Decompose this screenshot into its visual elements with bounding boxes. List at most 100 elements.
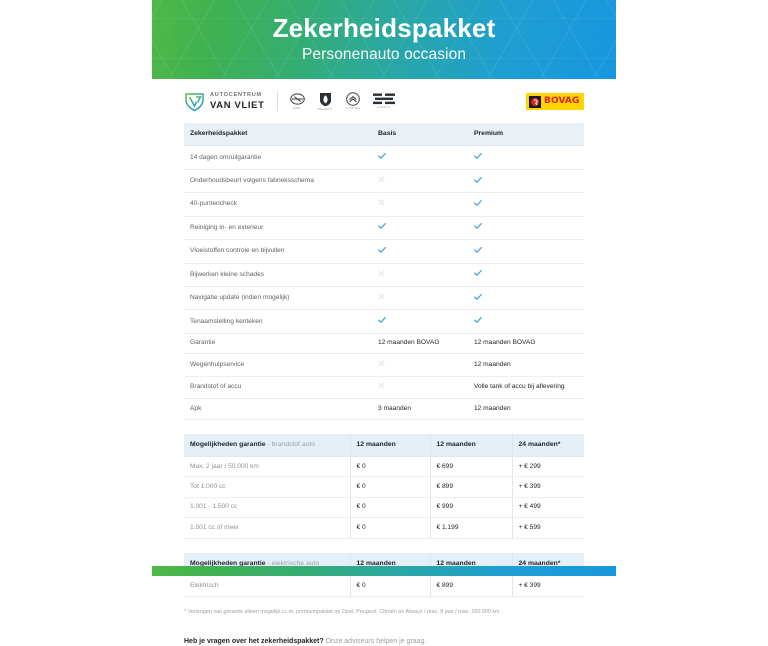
price-cell: + € 499 <box>511 497 584 519</box>
bovag-badge: BOVAG <box>526 92 584 110</box>
check-icon <box>474 152 482 160</box>
cell-premium <box>468 145 584 170</box>
table-row: Apk 3 maanden 12 maanden <box>184 398 584 420</box>
table-row: Elektrisch € 0 € 899 + € 399 <box>184 575 584 597</box>
fuel-table-body: Max. 2 jaar / 50.000 km € 0 € 699 + € 299 To… <box>184 456 584 539</box>
document-page: Zekerheidspakket Personenauto occasion <box>152 0 616 646</box>
check-icon <box>378 316 386 324</box>
always-caption: ALWAYS <box>377 106 390 109</box>
price-cell: € 0 <box>349 497 430 519</box>
price-cell: € 899 <box>429 575 512 597</box>
cross-icon <box>378 360 385 367</box>
cell-basis <box>372 239 468 264</box>
always-icon: ALWAYS <box>372 92 395 111</box>
package-table-body: 14 dagen omruilgarantie Onderhoudsbeurt v… <box>184 145 584 420</box>
col-premium: Premium <box>468 123 584 147</box>
cell-basis <box>372 376 468 400</box>
fuel-header-title: Mogelijkheden garantie - brandstof auto <box>184 433 350 458</box>
feature-label: Reiniging in- en exterieur <box>184 216 372 241</box>
opel-caption: OPEL <box>292 106 302 110</box>
row-label: Tot 1.000 cc <box>184 476 350 498</box>
price-cell: € 899 <box>429 476 512 498</box>
cell-basis <box>372 286 468 311</box>
cell-premium: 12 maanden <box>468 398 584 420</box>
page-subtitle: Personenauto occasion <box>301 46 467 64</box>
check-icon <box>378 152 386 160</box>
cta-question: Heb je vragen over het zekerheidspakket? <box>184 638 324 646</box>
price-cell: + € 399 <box>511 476 584 498</box>
bovag-mark-icon <box>529 95 541 108</box>
table-row: Vloeistoffen controle en bijvullen <box>184 239 584 264</box>
check-icon <box>474 269 482 277</box>
package-table: Zekerheidspakket Basis Premium 14 dagen … <box>184 123 584 420</box>
price-cell: € 0 <box>349 575 430 597</box>
cross-icon <box>378 382 385 389</box>
col-basis: Basis <box>372 123 468 147</box>
logo-bar: AUTOCENTRUM VAN VLIET OPEL PEUGEOT <box>152 79 616 123</box>
cta-answer: Onze adviseurs helpen je graag. <box>323 638 427 646</box>
fuel-col-3: 24 maanden* <box>511 433 584 458</box>
cell-premium <box>468 286 584 311</box>
table-row: 40-puntencheck <box>184 192 584 217</box>
table-row: Brandstof of accu Volle tank of accu bij … <box>184 376 584 400</box>
fuel-header-strong: Mogelijkheden garantie <box>190 440 266 448</box>
check-icon <box>378 246 386 254</box>
table-row: Tenaamstelling kenteken <box>184 309 584 334</box>
feature-label: Brandstof of accu <box>184 376 372 400</box>
check-icon <box>474 293 482 301</box>
table-row: Bijwerken kleine schades <box>184 263 584 288</box>
opel-icon: OPEL <box>289 92 306 111</box>
feature-label: Apk <box>184 398 372 420</box>
table-row: 14 dagen omruilgarantie <box>184 145 584 170</box>
price-cell: € 0 <box>349 476 430 498</box>
table-row: Garantie 12 maanden BOVAG 12 maanden BOVAG <box>184 333 584 355</box>
bovag-label: BOVAG <box>544 95 580 106</box>
feature-label: 14 dagen omruilgarantie <box>184 145 372 170</box>
price-cell: + € 299 <box>511 456 584 478</box>
check-icon <box>378 222 386 230</box>
dealer-logo-text: AUTOCENTRUM VAN VLIET <box>210 92 265 110</box>
cell-premium <box>468 216 584 241</box>
cell-basis <box>372 169 468 194</box>
fuel-col-2: 12 maanden <box>429 433 512 458</box>
cell-basis <box>372 145 468 170</box>
price-cell: € 1.199 <box>429 517 512 539</box>
cell-basis <box>372 192 468 217</box>
table-row: 1.501 cc of meer € 0 € 1.199 + € 599 <box>184 517 584 539</box>
van-vliet-shield-icon <box>184 91 205 112</box>
footer-gradient-bar <box>152 566 616 576</box>
price-cell: € 699 <box>429 456 512 478</box>
cell-premium <box>468 263 584 288</box>
table-row: Wegenhulpservice 12 maanden <box>184 353 584 377</box>
dealer-name-line2: VAN VLIET <box>210 98 265 110</box>
check-icon <box>474 176 482 184</box>
feature-label: Navigatie update (indien mogelijk) <box>184 286 372 311</box>
feature-label: Bijwerken kleine schades <box>184 263 372 288</box>
dealer-logo: AUTOCENTRUM VAN VLIET <box>184 91 265 112</box>
fuel-header-sub: - brandstof auto <box>267 440 316 448</box>
citroen-caption: CITROEN <box>345 107 361 110</box>
citroen-icon: CITROEN <box>345 92 362 111</box>
table-row: Tot 1.000 cc € 0 € 899 + € 399 <box>184 476 584 498</box>
price-cell: € 0 <box>349 456 430 478</box>
cell-basis <box>372 263 468 288</box>
check-icon <box>474 199 482 207</box>
cross-icon <box>378 293 385 300</box>
feature-label: 40-puntencheck <box>184 192 372 217</box>
cross-icon <box>378 176 385 183</box>
cell-premium <box>468 309 584 334</box>
price-cell: + € 399 <box>511 575 584 597</box>
footnote-text: * Verlengen van garantie alleen mogelijk… <box>184 608 502 615</box>
table-row: Navigatie update (indien mogelijk) <box>184 286 584 311</box>
fuel-warranty-table: Mogelijkheden garantie - brandstof auto … <box>184 433 584 539</box>
row-label: Max. 2 jaar / 50.000 km <box>184 456 350 478</box>
cell-premium: 12 maanden BOVAG <box>468 333 584 355</box>
cell-basis: 3 maanden <box>372 398 468 420</box>
fuel-table-header-row: Mogelijkheden garantie - brandstof auto … <box>184 433 584 458</box>
feature-label: Tenaamstelling kenteken <box>184 309 372 334</box>
hero-titles: Zekerheidspakket Personenauto occasion <box>152 0 616 79</box>
row-label: Elektrisch <box>184 575 350 597</box>
cross-icon <box>378 199 385 206</box>
row-label: 1.001 - 1.500 cc <box>184 497 350 519</box>
price-cell: + € 599 <box>511 517 584 539</box>
